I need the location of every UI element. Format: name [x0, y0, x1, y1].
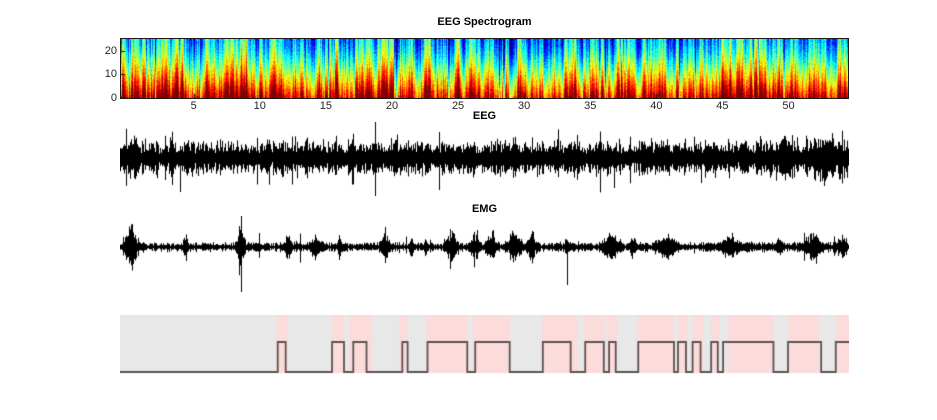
emg-trace	[120, 216, 849, 292]
spectrogram-axes	[120, 38, 849, 99]
y-tick-label: 0	[110, 92, 117, 104]
spectrogram-title: EEG Spectrogram	[437, 16, 532, 28]
x-tick-label: 10	[253, 100, 266, 112]
x-tick-label: 20	[385, 100, 399, 112]
emg-title: EMG	[471, 203, 498, 215]
eeg-title: EEG	[472, 110, 497, 122]
x-tick-label: 25	[451, 100, 465, 112]
x-tick-label: 40	[650, 100, 663, 112]
y-tick-label: 10	[104, 68, 117, 81]
hypnogram-strip	[120, 315, 849, 374]
x-tick-label: 50	[782, 100, 795, 112]
spectrogram-image	[121, 39, 848, 98]
x-tick-label: 5	[190, 100, 197, 112]
x-tick-label: 45	[716, 100, 729, 112]
eeg-trace	[120, 122, 849, 196]
y-tick-label: 20	[104, 44, 117, 57]
x-tick-label: 30	[518, 100, 531, 112]
x-tick-label: 15	[319, 100, 332, 112]
x-tick-label: 35	[584, 100, 597, 112]
